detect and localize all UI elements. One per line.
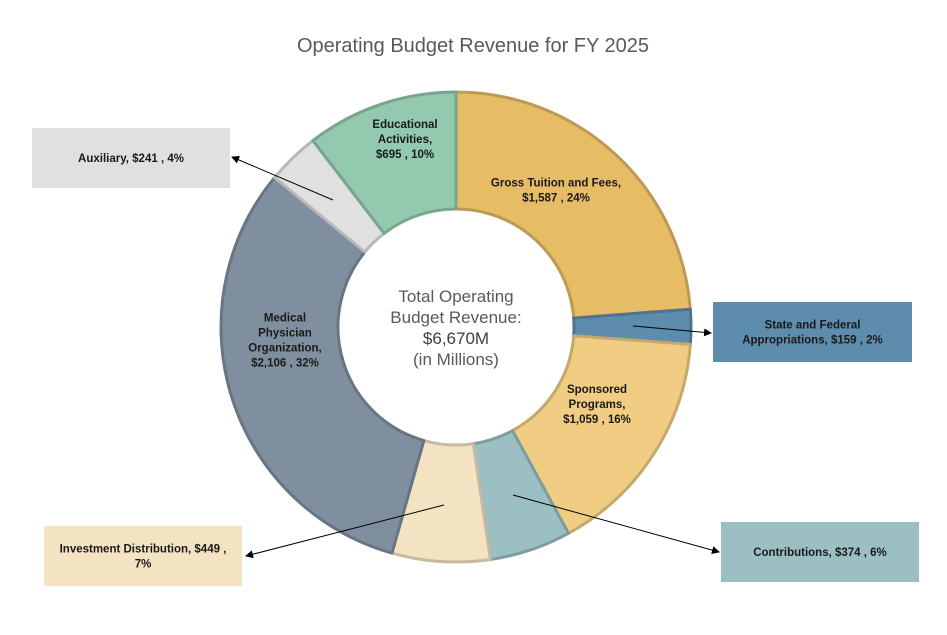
callout-arrow-contributions [512, 494, 720, 554]
label-sponsored-programs: Sponsored Programs, $1,059 , 16% [563, 384, 631, 426]
slice-gross-tuition-and-fees [454, 90, 692, 320]
callout-arrow-state-and-federal-appropriations [632, 325, 712, 337]
callout-box-auxiliary [32, 128, 230, 188]
label-gross-tuition-and-fees: Gross Tuition and Fees, $1,587 , 24% [491, 178, 621, 205]
callout-box-contributions [721, 522, 919, 582]
slice-medical-physician-organization [219, 176, 426, 555]
label-educational-activities: Educational Activities, $695 , 10% [372, 119, 437, 161]
callout-box-state-and-federal-appropriations [713, 302, 912, 362]
center-line-1: Total Operating [398, 287, 513, 306]
donut-slices [219, 90, 693, 564]
slice-educational-activities [311, 90, 458, 235]
center-line-2: Budget Revenue: [390, 308, 521, 327]
slice-labels: Gross Tuition and Fees, $1,587 , 24% State… [60, 119, 887, 571]
callout-label-contributions: Contributions, $374 , 6% [753, 547, 887, 559]
slice-sponsored-programs [510, 334, 692, 535]
callout-arrow-auxiliary [231, 156, 334, 201]
center-units: (in Millions) [413, 350, 499, 369]
callout-label-state-and-federal-appropriations: State and Federal Appropriations, $159 , … [742, 320, 883, 347]
chart-title: Operating Budget Revenue for FY 2025 [297, 35, 649, 57]
callout-boxes [32, 128, 919, 586]
label-medical-physician-organization: Medical Physician Organization, $2,106 , 32… [248, 313, 321, 370]
callout-label-investment-distribution: Investment Distribution, $449 , 7% [60, 544, 227, 571]
center-label: Total Operating Budget Revenue: $6,670M … [390, 287, 521, 369]
callout-label-auxiliary: Auxiliary, $241 , 4% [78, 153, 184, 165]
callout-arrow-investment-distribution [245, 504, 445, 559]
callout-box-investment-distribution [44, 526, 242, 586]
center-total: $6,670M [423, 329, 489, 348]
